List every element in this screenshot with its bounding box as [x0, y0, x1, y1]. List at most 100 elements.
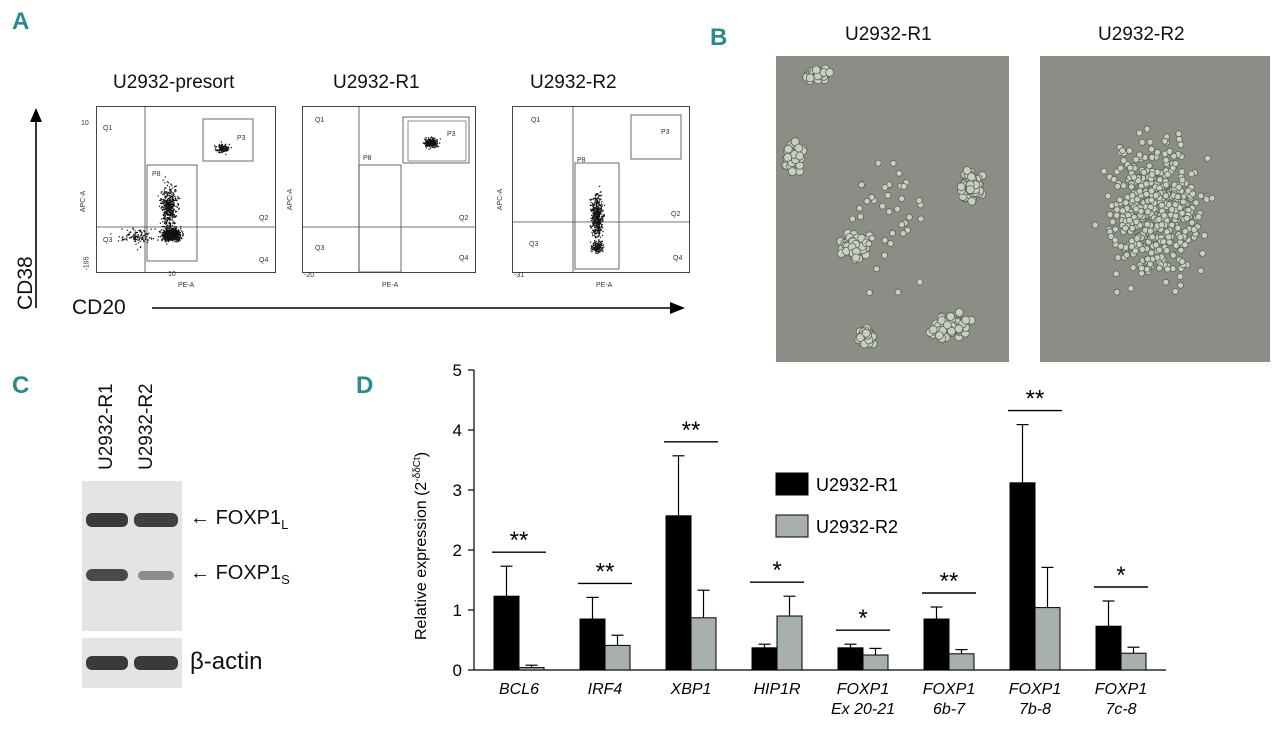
- cell: [849, 215, 856, 223]
- event-dot: [173, 226, 175, 228]
- event-dot: [161, 225, 163, 228]
- event-dot: [174, 238, 177, 240]
- event-dot: [170, 235, 172, 237]
- event-dot: [164, 221, 166, 223]
- event-dot: [434, 146, 436, 149]
- foxp1-l-label: FOXP1: [215, 507, 282, 529]
- event-dot: [598, 219, 600, 222]
- event-dot: [434, 143, 437, 145]
- event-dot: [595, 218, 597, 220]
- cell: [1175, 130, 1183, 138]
- event-dot: [437, 146, 440, 148]
- event-dot: [137, 239, 139, 241]
- event-dot: [600, 243, 602, 245]
- event-dot: [225, 153, 227, 156]
- event-dot: [596, 207, 598, 209]
- event-dot: [126, 235, 128, 237]
- cell: [787, 167, 797, 176]
- cell: [1188, 219, 1196, 227]
- event-dot: [590, 249, 592, 252]
- q1-label: Q1: [103, 125, 113, 132]
- event-dot: [221, 143, 224, 146]
- event-dot: [167, 225, 169, 228]
- event-dot: [434, 142, 437, 144]
- band-foxp1-l-r1: [86, 513, 128, 527]
- micro-title-r1: U2932-R1: [845, 24, 932, 45]
- event-dot: [599, 231, 601, 233]
- cell: [1148, 233, 1156, 241]
- cell: [1113, 288, 1121, 296]
- cell: [1152, 191, 1160, 199]
- bar-u2932-r1: [665, 515, 692, 671]
- event-dot: [597, 218, 599, 220]
- cell: [1162, 156, 1170, 164]
- cell: [962, 166, 972, 175]
- western-blot-foxp1: [82, 481, 182, 631]
- event-dot: [173, 235, 175, 238]
- y-tick-label: 3: [453, 481, 462, 500]
- cell: [1130, 173, 1138, 181]
- cd20-axis-arrow: [152, 302, 685, 314]
- cell: [1162, 278, 1170, 286]
- event-dot: [125, 238, 128, 240]
- event-dot: [601, 240, 603, 242]
- cell: [1156, 176, 1164, 184]
- event-dot: [433, 139, 435, 142]
- event-dot: [167, 227, 169, 230]
- bar-u2932-r2: [1120, 652, 1147, 671]
- event-dot: [169, 189, 172, 192]
- event-dot: [595, 246, 597, 248]
- event-dot: [160, 202, 162, 205]
- cell: [1143, 190, 1150, 198]
- event-dot: [164, 187, 166, 189]
- panel-b-letter: B: [710, 24, 728, 51]
- cell: [1112, 225, 1119, 233]
- y-tick-label: 4: [453, 421, 462, 440]
- event-dot: [168, 204, 171, 206]
- event-dot: [161, 198, 163, 201]
- event-dot: [163, 193, 165, 195]
- event-dot: [166, 213, 168, 215]
- cell: [1138, 139, 1146, 146]
- event-dot: [599, 236, 602, 238]
- cell: [1169, 265, 1177, 273]
- event-dot: [220, 141, 223, 143]
- event-dot: [595, 199, 597, 201]
- x-tick-label: 6b-7: [933, 701, 966, 718]
- event-dot: [162, 217, 164, 220]
- event-dot: [602, 210, 604, 212]
- event-dot: [173, 232, 175, 235]
- event-dot: [175, 190, 177, 192]
- cell: [1187, 170, 1195, 178]
- event-dot: [174, 228, 177, 230]
- event-dot: [170, 203, 172, 205]
- y-tick-label: 1: [453, 601, 462, 620]
- event-dot: [175, 215, 178, 217]
- event-dot: [168, 221, 170, 223]
- event-dot: [598, 207, 600, 209]
- bar-u2932-r2: [948, 653, 975, 671]
- event-dot: [597, 200, 599, 203]
- cell: [1178, 168, 1186, 175]
- event-dot: [176, 234, 178, 236]
- cell: [1114, 182, 1121, 190]
- event-dot: [173, 186, 176, 188]
- cell: [881, 183, 889, 191]
- event-dot: [598, 213, 600, 216]
- event-dot: [172, 204, 174, 206]
- event-dot: [140, 234, 142, 236]
- event-dot: [599, 246, 601, 249]
- event-dot: [225, 143, 227, 145]
- event-dot: [429, 147, 432, 149]
- event-dot: [429, 144, 431, 146]
- event-dot: [223, 147, 225, 149]
- event-dot: [122, 236, 124, 238]
- event-dot: [598, 225, 600, 227]
- event-dot: [590, 208, 592, 210]
- event-dot: [170, 209, 172, 211]
- cell: [1148, 187, 1155, 195]
- event-dot: [173, 202, 175, 204]
- event-dot: [600, 208, 602, 210]
- q3-label: Q3: [315, 245, 325, 252]
- event-dot: [590, 220, 593, 222]
